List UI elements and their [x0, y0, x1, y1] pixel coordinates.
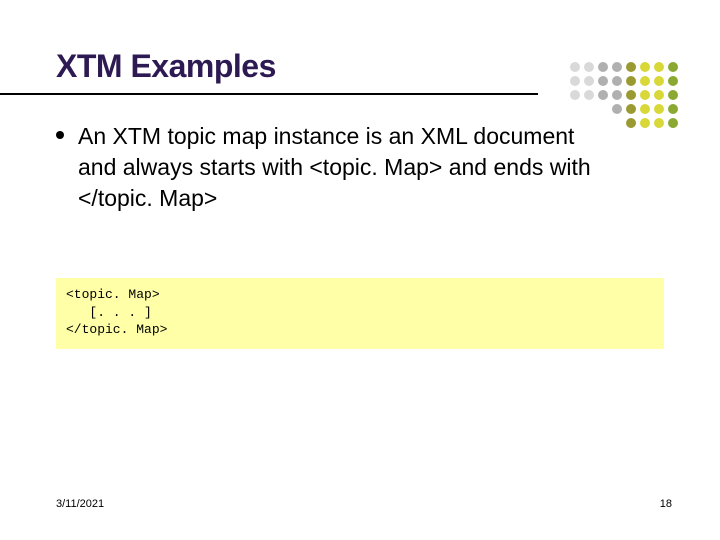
deco-dot [640, 90, 650, 100]
deco-dot [654, 90, 664, 100]
deco-dot [570, 62, 580, 72]
deco-dot [598, 62, 608, 72]
deco-dot [598, 90, 608, 100]
corner-dot-decoration [570, 62, 680, 130]
deco-dot [626, 62, 636, 72]
deco-dot [584, 76, 594, 86]
deco-dot [640, 118, 650, 128]
deco-dot [668, 90, 678, 100]
deco-dot [626, 104, 636, 114]
deco-dot [640, 62, 650, 72]
footer-date: 3/11/2021 [56, 498, 104, 510]
deco-dot [626, 90, 636, 100]
deco-dot [598, 76, 608, 86]
deco-dot [570, 76, 580, 86]
deco-dot [668, 76, 678, 86]
slide: XTM Examples An XTM topic map instance i… [0, 0, 720, 540]
deco-dot [654, 104, 664, 114]
bullet-text: An XTM topic map instance is an XML docu… [78, 121, 618, 214]
bullet-icon [56, 131, 64, 139]
deco-dot [612, 104, 622, 114]
bullet-item: An XTM topic map instance is an XML docu… [56, 121, 664, 214]
deco-dot [570, 90, 580, 100]
title-underline [0, 93, 538, 95]
slide-footer: 3/11/2021 18 [56, 498, 672, 510]
deco-dot [584, 62, 594, 72]
footer-page: 18 [660, 498, 672, 510]
deco-dot [612, 76, 622, 86]
deco-dot [626, 76, 636, 86]
deco-dot [654, 118, 664, 128]
code-block: <topic. Map> [. . . ] </topic. Map> [56, 278, 664, 349]
deco-dot [668, 104, 678, 114]
deco-dot [654, 76, 664, 86]
deco-dot [640, 104, 650, 114]
deco-dot [668, 62, 678, 72]
deco-dot [626, 118, 636, 128]
deco-dot [584, 90, 594, 100]
deco-dot [612, 90, 622, 100]
deco-dot [668, 118, 678, 128]
deco-dot [640, 76, 650, 86]
deco-dot [654, 62, 664, 72]
deco-dot [612, 62, 622, 72]
